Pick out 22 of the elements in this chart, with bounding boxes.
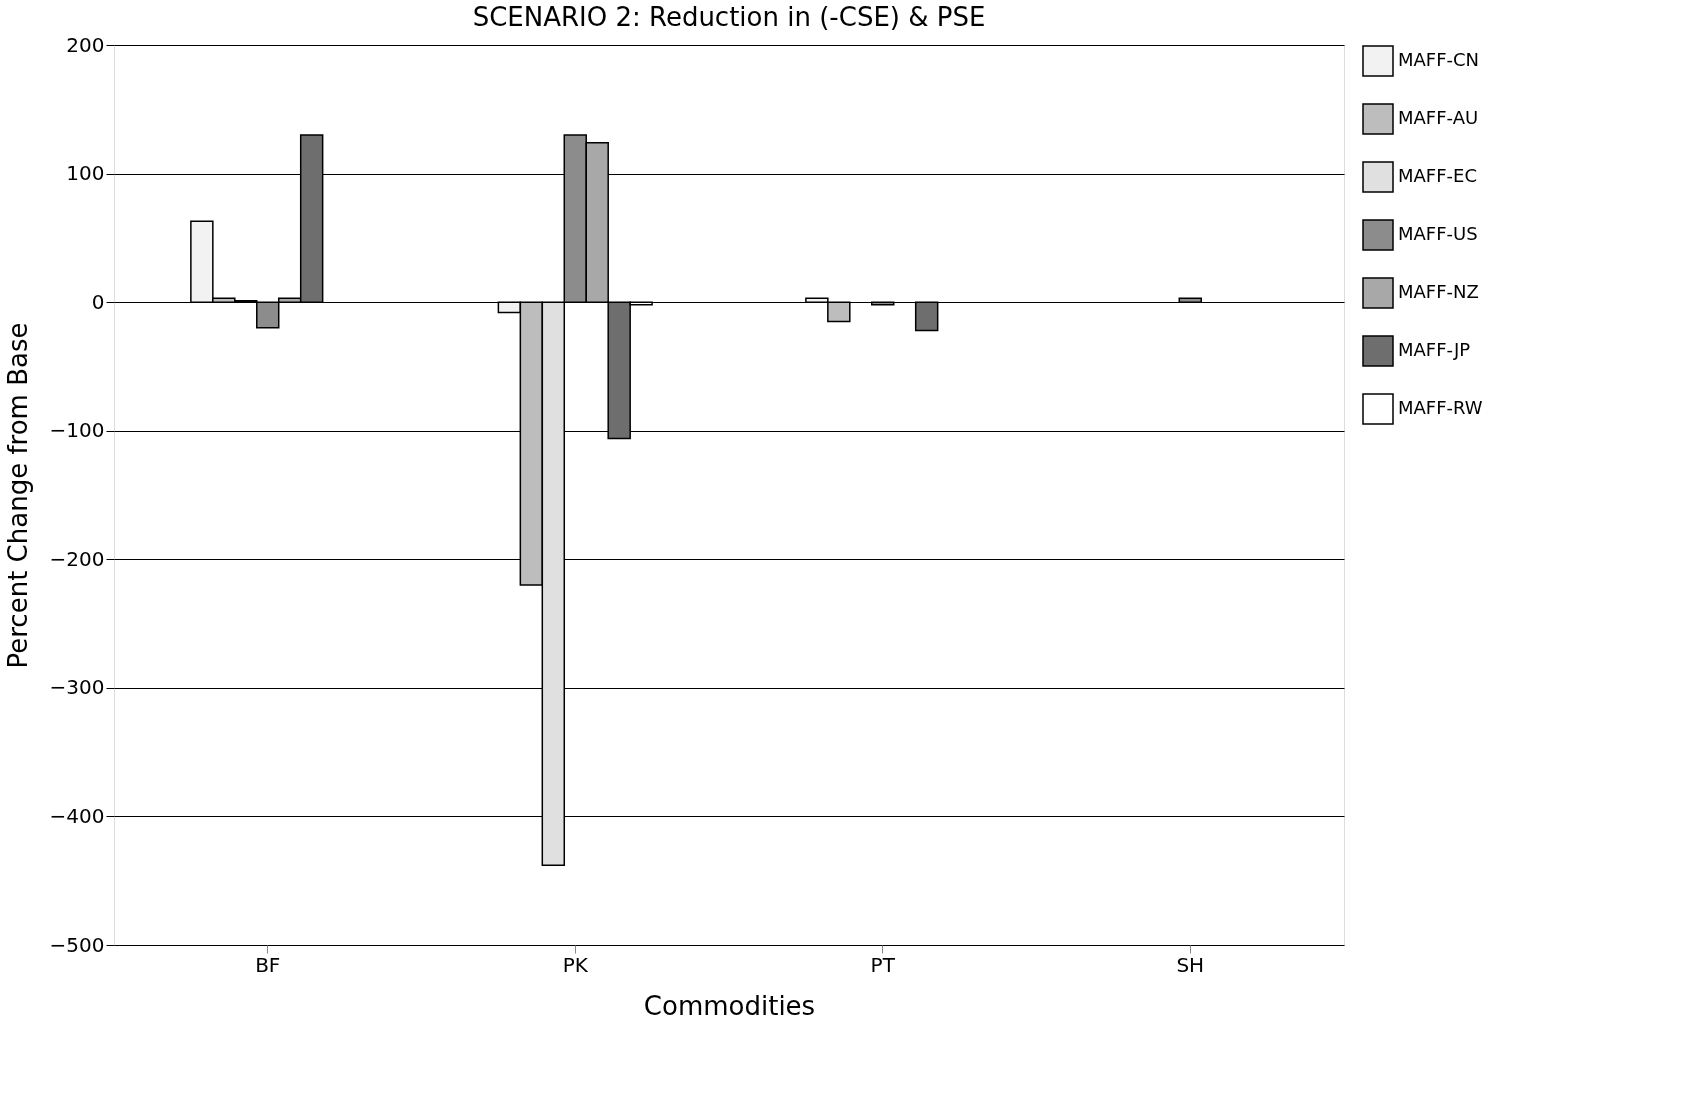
y-tick-label: 100: [66, 161, 105, 186]
legend-label: MAFF-US: [1398, 223, 1478, 244]
y-tick-label: −100: [49, 418, 105, 443]
chart-title: SCENARIO 2: Reduction in (-CSE) & PSE: [472, 2, 986, 32]
x-tick-label: SH: [1176, 952, 1205, 977]
legend-label: MAFF-NZ: [1398, 281, 1479, 302]
legend-label: MAFF-AU: [1398, 107, 1479, 128]
y-axis-title: Percent Change from Base: [2, 322, 33, 669]
legend-label: MAFF-EC: [1398, 165, 1477, 186]
y-tick-label: −400: [49, 803, 105, 828]
y-tick-label: 0: [91, 289, 105, 314]
x-tick-label: PK: [562, 952, 589, 977]
x-axis-title: Commodities: [643, 990, 816, 1021]
y-tick-label: −200: [49, 546, 105, 571]
y-tick-label: −300: [49, 675, 105, 700]
y-tick-label: −500: [49, 932, 105, 957]
x-tick-label: BF: [255, 952, 281, 977]
legend-label: MAFF-CN: [1398, 49, 1480, 70]
x-tick-label: PT: [870, 952, 896, 977]
legend-label: MAFF-JP: [1398, 339, 1471, 360]
y-tick-label: 200: [66, 32, 105, 57]
legend-label: MAFF-RW: [1398, 397, 1483, 418]
